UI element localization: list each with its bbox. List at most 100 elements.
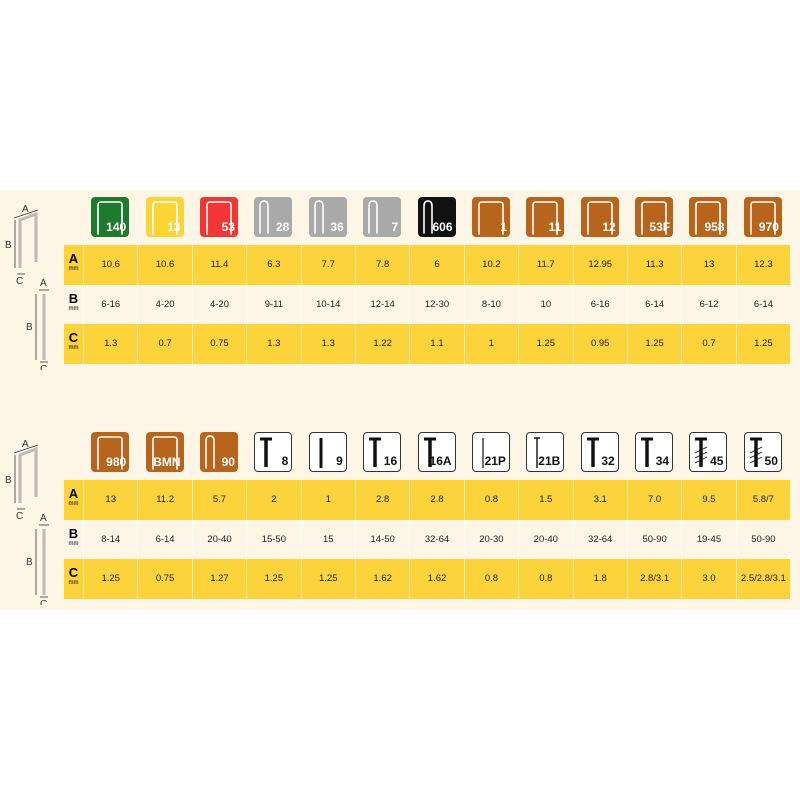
product-code: 32 — [601, 454, 615, 468]
staple-icon: 53 — [199, 197, 238, 237]
value-cell: 8-10 — [463, 284, 518, 324]
value-cell: 10.6 — [83, 245, 137, 285]
staple-nail-dimension-icon: A B C A B C — [5, 439, 49, 610]
value-cell: 13 — [681, 245, 735, 285]
staple-nail-dimension-icon: A B C A B C — [5, 204, 49, 375]
value-cell: 8-14 — [83, 519, 137, 559]
value-cell: 1.1 — [409, 324, 463, 364]
value-cell: 2 — [246, 480, 300, 520]
product-icon-cell: 9 — [301, 432, 355, 472]
value-cell: 12.95 — [572, 245, 627, 285]
svg-text:A: A — [40, 278, 47, 289]
value-cell: 0.7 — [137, 324, 191, 364]
product-code: 140 — [106, 220, 127, 234]
product-code: 36 — [330, 220, 344, 234]
product-icon-cell: 11 — [518, 197, 572, 237]
product-code: 28 — [276, 220, 290, 234]
product-code: 9 — [336, 454, 343, 468]
row-unit: mm — [68, 540, 79, 547]
row-letter: A — [68, 251, 79, 266]
product-icon-cell: 45 — [681, 432, 735, 472]
narrow-staple-icon: 606 — [417, 197, 456, 237]
row-letter: B — [68, 525, 79, 541]
staple-icon: 13 — [145, 197, 184, 237]
nail-icon: 16A — [417, 432, 456, 472]
value-cell: 1.25 — [518, 324, 572, 364]
value-cell: 5.7 — [191, 480, 246, 520]
row-letter: C — [68, 565, 79, 580]
value-cell: 15 — [300, 519, 355, 559]
product-icon-cell: 90 — [192, 432, 246, 472]
value-cell: 50-90 — [735, 519, 790, 559]
staple-icon: 970 — [743, 197, 782, 237]
value-cell: 10-14 — [300, 284, 355, 324]
svg-text:B: B — [26, 557, 33, 568]
value-cell: 1 — [300, 480, 355, 520]
value-cell: 1.25 — [246, 559, 300, 599]
value-cell: 9.5 — [681, 480, 735, 520]
value-cell: 2.8/3.1 — [626, 559, 681, 599]
staple-icon: 1 — [471, 197, 510, 237]
value-cell: 1.5 — [518, 480, 572, 520]
value-cell: 1.62 — [354, 559, 409, 599]
product-icon-cell: BMN — [137, 432, 191, 472]
value-cell: 11.3 — [626, 245, 681, 285]
product-code: 21B — [538, 454, 561, 468]
product-icon-cell: 32 — [573, 432, 627, 472]
svg-text:B: B — [26, 322, 33, 333]
staple-icon: 958 — [689, 197, 728, 237]
brad-icon: 21B — [526, 432, 565, 472]
dimension-diagram: A B C A B C — [0, 435, 64, 610]
product-icon-cell: 16 — [355, 432, 409, 472]
value-cell: 13 — [83, 480, 137, 520]
product-code: 1 — [500, 220, 507, 234]
value-cell: 9-11 — [246, 284, 300, 324]
product-icon-cell: 7 — [355, 197, 409, 237]
product-icon-row: 980 BMN 90 8 9 16 16A 21P 21B 32 34 45 50 — [83, 432, 790, 472]
value-cell: 1.27 — [191, 559, 246, 599]
value-cell: 1.25 — [735, 324, 790, 364]
diagram-label-b: B — [5, 240, 12, 251]
product-icon-cell: 53 — [192, 197, 246, 237]
nail-icon: 8 — [254, 432, 293, 472]
product-code: 12 — [602, 220, 616, 234]
value-cell: 15-50 — [246, 519, 300, 559]
svg-text:A: A — [40, 513, 47, 524]
value-cell: 20-30 — [463, 519, 518, 559]
value-cell: 1.3 — [246, 324, 300, 364]
product-icon-cell: 50 — [736, 432, 790, 472]
product-icon-cell: 1 — [464, 197, 518, 237]
staple-icon: 12 — [580, 197, 619, 237]
value-cell: 6-12 — [681, 284, 735, 324]
value-cell: 1.3 — [83, 324, 137, 364]
value-cell: 1.25 — [83, 559, 137, 599]
value-cell: 32-64 — [572, 519, 627, 559]
value-cell: 0.8 — [463, 559, 518, 599]
staple-icon: 140 — [91, 197, 130, 237]
value-cell: 0.95 — [572, 324, 627, 364]
row-unit: mm — [68, 501, 79, 507]
value-cell: 0.75 — [137, 559, 191, 599]
product-code: 958 — [704, 220, 725, 234]
product-code: 7 — [391, 220, 399, 234]
product-code: 53 — [221, 220, 235, 234]
product-code: 606 — [432, 220, 453, 234]
product-icon-cell: 21P — [464, 432, 518, 472]
value-cell: 0.7 — [681, 324, 735, 364]
diagram-label-a: A — [22, 204, 29, 215]
thin-pin-icon: 21P — [471, 432, 510, 472]
product-code: 45 — [710, 454, 724, 468]
value-cell: 32-64 — [409, 519, 463, 559]
value-cell: 11.2 — [137, 480, 191, 520]
narrow-staple-icon: 36 — [308, 197, 347, 237]
